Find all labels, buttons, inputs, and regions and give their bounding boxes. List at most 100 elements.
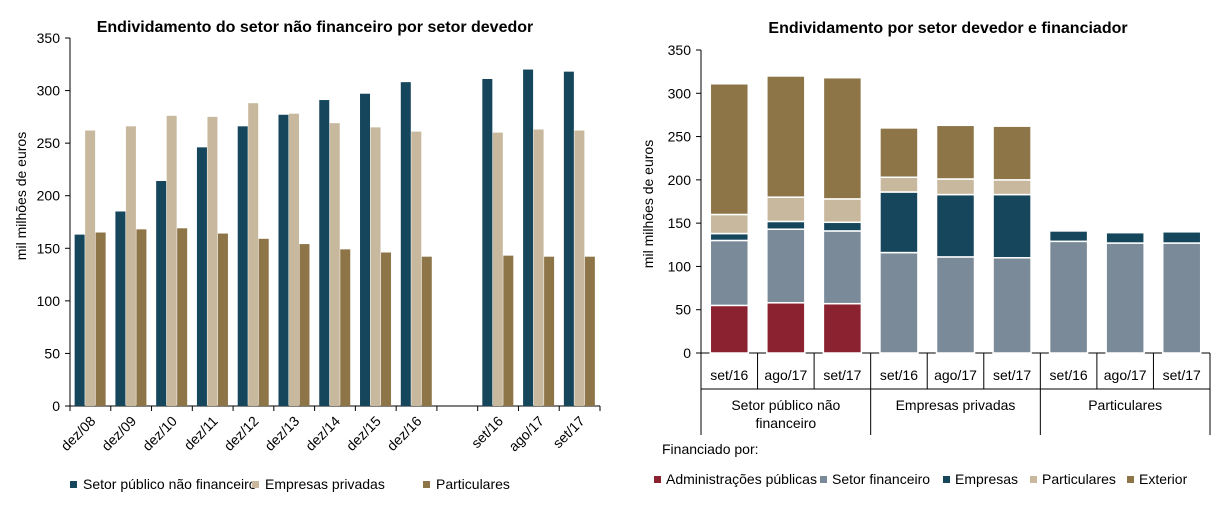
bar-1-4 [248, 103, 259, 406]
chart-right-ytick-label: 100 [668, 258, 692, 274]
stack-0-1 [766, 302, 806, 354]
stack-1-3 [879, 251, 919, 354]
bar-2-5 [299, 244, 310, 406]
group-label-1: Empresas privadas [896, 397, 1016, 413]
bar-2-2 [177, 228, 188, 406]
stack-4-0 [709, 83, 750, 216]
legend-swatch-3 [1030, 476, 1037, 483]
stack-3-2 [822, 198, 863, 224]
stack-2-3 [879, 191, 919, 254]
stack-1-4 [935, 256, 976, 354]
chart-left-title: Endividamento do setor não financeiro po… [97, 19, 534, 36]
legend-swatch-0 [654, 476, 661, 483]
stack-2-8 [1161, 231, 1202, 244]
chart-right-ytick-label: 350 [668, 42, 692, 58]
chart-right-xtick-label: set/17 [993, 367, 1031, 383]
legend-swatch-2 [423, 481, 430, 488]
stack-0-0 [709, 304, 750, 354]
stack-1-7 [1105, 242, 1145, 354]
stack-4-2 [822, 76, 863, 200]
bar-2-12 [584, 256, 595, 406]
chart-left-ylabel: mil milhões de euros [13, 132, 29, 260]
bar-1-11 [533, 129, 544, 406]
chart-left-ytick-label: 150 [37, 240, 61, 256]
bar-2-7 [381, 252, 392, 406]
stack-1-8 [1161, 242, 1202, 354]
bar-0-6 [319, 100, 330, 406]
stack-1-5 [992, 257, 1032, 354]
bar-1-10 [492, 132, 503, 406]
bar-1-12 [574, 130, 585, 407]
stack-4-5 [992, 125, 1032, 181]
chart-left-ytick-label: 50 [44, 345, 60, 361]
chart-left: Endividamento do setor não financeiro po… [13, 19, 601, 492]
bar-2-4 [258, 238, 269, 406]
group-label-0: Setor público não financeiro [731, 397, 840, 431]
legend-label-3: Particulares [1042, 471, 1116, 487]
bar-1-2 [166, 115, 177, 406]
bar-0-4 [237, 126, 248, 406]
stack-2-2 [822, 221, 863, 232]
legend-label-1: Setor financeiro [832, 471, 930, 487]
bar-1-6 [329, 123, 340, 406]
bar-1-3 [207, 116, 218, 406]
chart-left-xtick-label: set/16 [468, 413, 506, 451]
stack-4-3 [879, 127, 919, 179]
chart-left-xtick-label: dez/16 [384, 413, 425, 454]
chart-right-ylabel: mil milhões de euros [640, 140, 656, 268]
bar-1-8 [411, 131, 422, 406]
legend-swatch-1 [820, 476, 827, 483]
stack-3-5 [992, 179, 1032, 196]
legend-swatch-1 [252, 481, 259, 488]
legend-swatch-2 [943, 476, 950, 483]
bar-2-1 [136, 229, 147, 406]
chart-right-title: Endividamento por setor devedor e financ… [768, 20, 1127, 37]
chart-right-xtick-label: set/16 [880, 367, 918, 383]
chart-right-xtick-label: set/17 [1163, 367, 1201, 383]
chart-right-ytick-label: 150 [668, 215, 692, 231]
legend-label-4: Exterior [1139, 471, 1188, 487]
bar-1-1 [125, 126, 136, 406]
chart-left-xtick-label: dez/14 [302, 413, 343, 454]
chart-right-xtick-label: ago/17 [934, 367, 977, 383]
stack-2-5 [992, 193, 1032, 259]
chart-right-ytick-label: 0 [683, 345, 691, 361]
legend-swatch-4 [1127, 476, 1134, 483]
chart-left-xtick-label: ago/17 [505, 413, 547, 455]
stack-3-1 [766, 196, 806, 223]
bar-0-2 [156, 180, 167, 406]
chart-left-xtick-label: dez/10 [139, 413, 180, 454]
chart-left-ytick-label: 200 [37, 188, 61, 204]
stack-3-3 [879, 176, 919, 193]
chart-right-plot: 0 50 100 150 200 250 300 350 set/16 ago/17 set/17 s… [654, 42, 1211, 487]
chart-right: Endividamento por setor devedor e financ… [640, 20, 1211, 487]
bar-2-11 [544, 256, 555, 406]
bar-1-5 [288, 113, 299, 407]
stack-2-0 [709, 232, 750, 242]
chart-right-ytick-label: 200 [668, 172, 692, 188]
bar-0-1 [115, 211, 126, 406]
bar-0-8 [400, 82, 411, 406]
stack-3-0 [709, 213, 750, 235]
chart-right-xtick-label: set/17 [823, 367, 861, 383]
chart-left-xtick-label: dez/13 [261, 413, 302, 454]
chart-right-ytick-label: 50 [675, 302, 691, 318]
stack-1-1 [766, 228, 806, 304]
stack-1-6 [1048, 240, 1089, 354]
chart-left-xtick-label: dez/08 [57, 413, 98, 454]
chart-right-xtick-label: ago/17 [764, 367, 807, 383]
bar-1-0 [85, 130, 96, 407]
bar-2-10 [503, 255, 514, 406]
legend-label-0: Administrações públicas [666, 471, 817, 487]
stack-3-4 [935, 178, 976, 196]
bar-2-3 [217, 233, 228, 406]
stack-2-4 [935, 193, 976, 258]
stack-4-4 [935, 124, 976, 180]
stack-2-7 [1105, 231, 1145, 244]
group-label-2: Particulares [1088, 397, 1162, 413]
bar-2-8 [421, 256, 432, 406]
bar-0-0 [74, 234, 85, 406]
stack-2-1 [766, 220, 806, 230]
chart-left-xtick-label: dez/12 [221, 413, 262, 454]
